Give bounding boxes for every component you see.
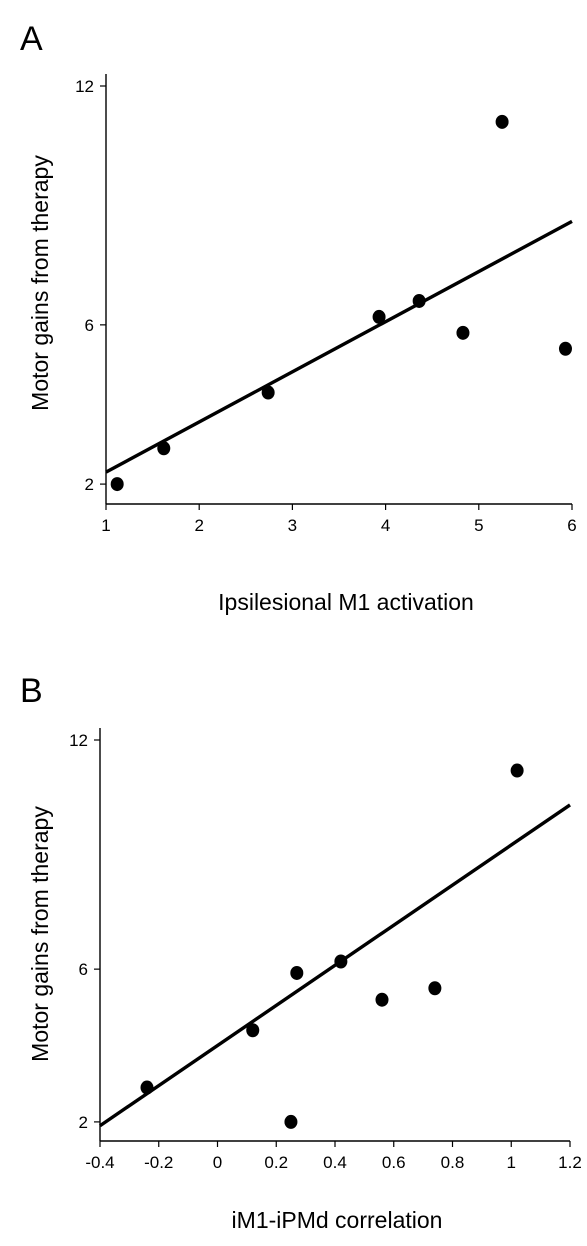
panel-a-letter: A bbox=[20, 20, 43, 58]
panel-a-y-tick-label-0: 2 bbox=[85, 475, 94, 494]
panel-a-y-tick-label-2: 12 bbox=[75, 77, 94, 96]
panel-b-data-point-3 bbox=[290, 965, 304, 980]
panel-b: B Motor gains from therapy iM1-iPMd corr… bbox=[20, 672, 582, 1233]
panel-b-data-point-6 bbox=[428, 981, 442, 996]
panel-a: A Motor gains from therapy Ipsilesional … bbox=[20, 20, 577, 615]
panel-a-trend-line bbox=[105, 219, 573, 474]
panel-b-x-tick-label-4: 0.4 bbox=[323, 1153, 347, 1172]
panel-b-data-point-5 bbox=[375, 992, 389, 1007]
panel-b-x-tick-label-7: 1 bbox=[507, 1153, 516, 1172]
panel-a-x-tick-label-2: 3 bbox=[288, 516, 297, 535]
panel-a-x-tick-label-3: 4 bbox=[381, 516, 390, 535]
panel-b-y-axis-title: Motor gains from therapy bbox=[27, 806, 53, 1062]
panel-b-y-tick-label-2: 12 bbox=[69, 731, 88, 750]
panel-b-x-tick-label-0: -0.4 bbox=[85, 1153, 114, 1172]
panel-b-y-tick-label-1: 6 bbox=[79, 960, 88, 979]
panel-a-data-point-5 bbox=[456, 325, 470, 340]
panel-b-x-tick-label-8: 1.2 bbox=[558, 1153, 582, 1172]
panel-a-data-point-2 bbox=[261, 385, 275, 400]
panel-a-data-point-3 bbox=[372, 309, 386, 324]
panel-a-y-axis-title: Motor gains from therapy bbox=[27, 155, 53, 411]
panel-a-x-tick-label-5: 6 bbox=[567, 516, 576, 535]
panel-a-y-tick-label-1: 6 bbox=[85, 316, 94, 335]
panel-a-data-point-7 bbox=[558, 341, 572, 356]
panel-b-x-tick-label-2: 0 bbox=[213, 1153, 222, 1172]
panel-b-x-tick-label-1: -0.2 bbox=[144, 1153, 173, 1172]
panel-a-x-tick-label-4: 5 bbox=[474, 516, 483, 535]
panel-a-data-point-1 bbox=[157, 441, 171, 456]
panel-a-x-tick-label-1: 2 bbox=[194, 516, 203, 535]
panel-b-data-point-2 bbox=[284, 1114, 298, 1129]
panel-a-data-point-0 bbox=[110, 477, 124, 492]
panel-a-data-point-4 bbox=[412, 293, 426, 308]
panel-b-data-point-4 bbox=[334, 954, 348, 969]
panel-b-data-point-1 bbox=[246, 1023, 260, 1038]
panel-a-x-axis-title: Ipsilesional M1 activation bbox=[218, 589, 474, 615]
panel-b-data-point-7 bbox=[510, 763, 524, 778]
panel-b-x-tick-label-3: 0.2 bbox=[264, 1153, 288, 1172]
panel-b-data-point-0 bbox=[140, 1080, 154, 1095]
panel-a-data-point-6 bbox=[495, 114, 509, 129]
panel-b-trend-line bbox=[99, 803, 571, 1128]
panel-b-x-tick-label-6: 0.8 bbox=[441, 1153, 465, 1172]
panel-b-x-axis-title: iM1-iPMd correlation bbox=[232, 1207, 443, 1233]
panel-a-x-tick-label-0: 1 bbox=[101, 516, 110, 535]
panel-b-y-tick-label-0: 2 bbox=[79, 1113, 88, 1132]
panel-b-letter: B bbox=[20, 672, 43, 710]
panel-b-x-tick-label-5: 0.6 bbox=[382, 1153, 406, 1172]
